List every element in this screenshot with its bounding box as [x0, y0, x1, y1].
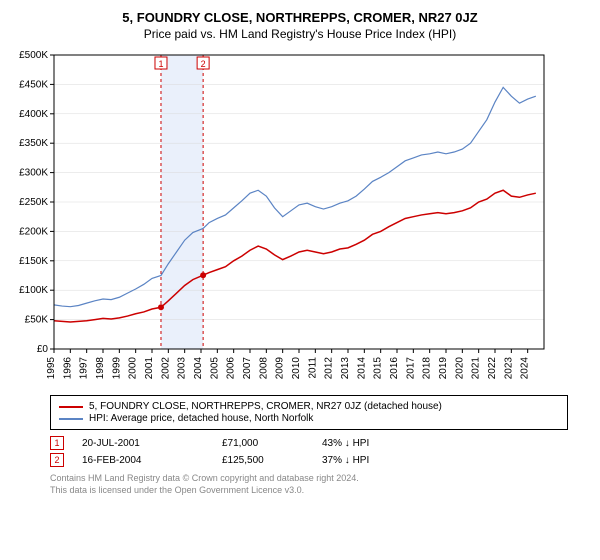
- sale-date: 16-FEB-2004: [82, 455, 222, 466]
- x-tick-label: 2022: [487, 357, 498, 380]
- x-tick-label: 2018: [422, 357, 433, 380]
- series-property: [54, 190, 536, 322]
- chart-header: 5, FOUNDRY CLOSE, NORTHREPPS, CROMER, NR…: [10, 10, 590, 41]
- x-tick-label: 1999: [111, 357, 122, 380]
- x-tick-label: 2017: [405, 357, 416, 380]
- sale-price: £71,000: [222, 438, 322, 449]
- y-tick-label: £150K: [19, 256, 48, 267]
- x-tick-label: 2019: [438, 357, 449, 380]
- legend-label: HPI: Average price, detached house, Nort…: [89, 413, 313, 424]
- sale-row: 2 16-FEB-2004£125,50037% ↓ HPI: [50, 453, 590, 467]
- sale-marker-icon: 2: [50, 453, 64, 467]
- x-tick-label: 2008: [258, 357, 269, 380]
- chart-title: 5, FOUNDRY CLOSE, NORTHREPPS, CROMER, NR…: [10, 10, 590, 25]
- x-tick-label: 2024: [520, 357, 531, 380]
- y-tick-label: £50K: [25, 315, 49, 326]
- footer-line-1: Contains HM Land Registry data © Crown c…: [50, 473, 590, 485]
- x-tick-label: 2012: [324, 357, 335, 380]
- x-tick-label: 1997: [79, 357, 90, 380]
- y-tick-label: £200K: [19, 226, 48, 237]
- x-tick-label: 2016: [389, 357, 400, 380]
- x-tick-label: 2023: [503, 357, 514, 380]
- x-tick-label: 2013: [340, 357, 351, 380]
- x-tick-label: 2021: [471, 357, 482, 380]
- x-tick-label: 2009: [275, 357, 286, 380]
- sale-row: 1 20-JUL-2001£71,00043% ↓ HPI: [50, 436, 590, 450]
- sale-point: [158, 304, 164, 310]
- x-tick-label: 2001: [144, 357, 155, 380]
- y-tick-label: £100K: [19, 285, 48, 296]
- x-tick-label: 2015: [373, 357, 384, 380]
- series-hpi: [54, 87, 536, 306]
- sale-date: 20-JUL-2001: [82, 438, 222, 449]
- sale-hpi-diff: 37% ↓ HPI: [322, 455, 442, 466]
- chart-svg: £0 £50K £100K £150K £200K £250K £300K £350K £400…: [10, 49, 550, 389]
- sale-marker-icon: 1: [50, 436, 64, 450]
- y-tick-label: £400K: [19, 109, 48, 120]
- chart-subtitle: Price paid vs. HM Land Registry's House …: [10, 27, 590, 41]
- legend-item: 5, FOUNDRY CLOSE, NORTHREPPS, CROMER, NR…: [59, 401, 559, 412]
- y-tick-label: £0: [37, 344, 49, 355]
- sale-point: [200, 272, 206, 278]
- sale-marker-num: 2: [201, 59, 206, 69]
- sale-hpi-diff: 43% ↓ HPI: [322, 438, 442, 449]
- price-chart: £0 £50K £100K £150K £200K £250K £300K £350K £400…: [10, 49, 590, 389]
- x-tick-label: 2003: [177, 357, 188, 380]
- x-tick-label: 1998: [95, 357, 106, 380]
- x-tick-label: 2002: [160, 357, 171, 380]
- x-tick-label: 2004: [193, 357, 204, 380]
- sales-table: 1 20-JUL-2001£71,00043% ↓ HPI 2 16-FEB-2004…: [50, 436, 590, 467]
- y-tick-label: £450K: [19, 79, 48, 90]
- y-tick-label: £350K: [19, 138, 48, 149]
- x-tick-label: 2005: [209, 357, 220, 380]
- legend-swatch: [59, 418, 83, 420]
- x-tick-label: 2007: [242, 357, 253, 380]
- sale-marker-num: 1: [158, 59, 163, 69]
- legend: 5, FOUNDRY CLOSE, NORTHREPPS, CROMER, NR…: [50, 395, 568, 430]
- x-tick-label: 2000: [128, 357, 139, 380]
- footer-attribution: Contains HM Land Registry data © Crown c…: [50, 473, 590, 496]
- legend-swatch: [59, 406, 83, 408]
- x-tick-label: 2006: [226, 357, 237, 380]
- x-tick-label: 2020: [454, 357, 465, 380]
- legend-label: 5, FOUNDRY CLOSE, NORTHREPPS, CROMER, NR…: [89, 401, 442, 412]
- x-tick-label: 1995: [46, 357, 57, 380]
- y-tick-label: £250K: [19, 197, 48, 208]
- y-tick-label: £300K: [19, 168, 48, 179]
- sale-price: £125,500: [222, 455, 322, 466]
- x-tick-label: 2014: [356, 357, 367, 380]
- footer-line-2: This data is licensed under the Open Gov…: [50, 485, 590, 497]
- x-tick-label: 1996: [62, 357, 73, 380]
- y-tick-label: £500K: [19, 50, 48, 61]
- x-tick-label: 2011: [307, 357, 318, 379]
- x-tick-label: 2010: [291, 357, 302, 380]
- legend-item: HPI: Average price, detached house, Nort…: [59, 413, 559, 424]
